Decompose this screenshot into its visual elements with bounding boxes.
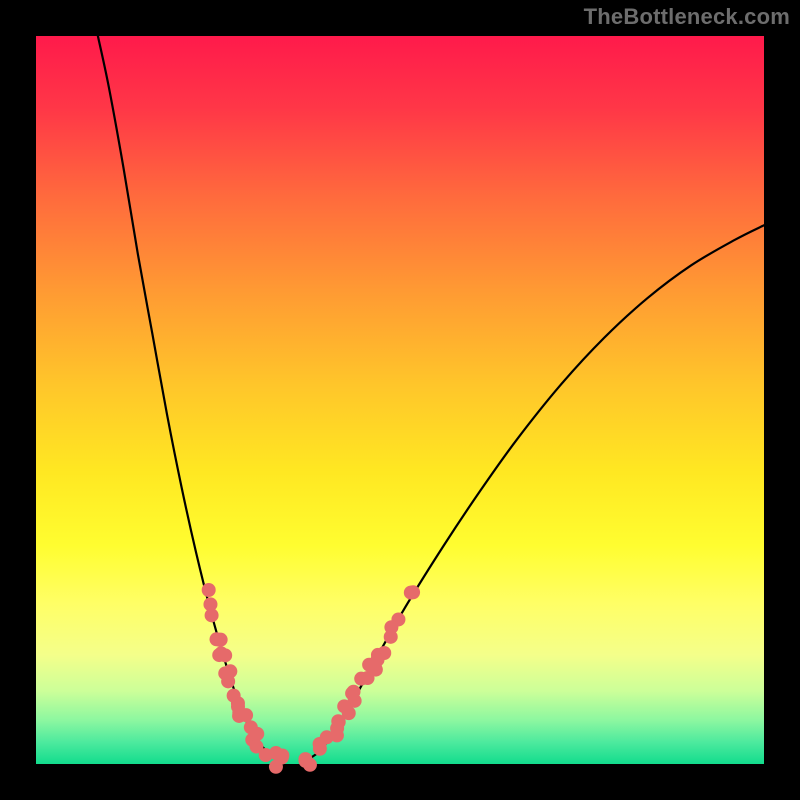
frame-right [764, 0, 800, 800]
chart-svg [36, 36, 764, 764]
data-marker [218, 648, 232, 662]
data-marker [239, 708, 253, 722]
plot-area [36, 36, 764, 764]
data-marker [202, 583, 216, 597]
curve-left [98, 36, 284, 761]
data-marker [205, 608, 219, 622]
marker-group [202, 583, 420, 774]
watermark-text: TheBottleneck.com [584, 4, 790, 30]
data-marker [221, 674, 235, 688]
frame-bottom [0, 764, 800, 800]
data-marker [406, 585, 420, 599]
data-marker [345, 686, 359, 700]
data-marker [269, 760, 283, 774]
frame-left [0, 0, 36, 800]
data-marker [209, 632, 223, 646]
data-marker [384, 620, 398, 634]
data-marker [250, 727, 264, 741]
data-marker [298, 754, 312, 768]
curve-right [305, 225, 764, 761]
data-marker [313, 737, 327, 751]
data-marker [361, 671, 375, 685]
